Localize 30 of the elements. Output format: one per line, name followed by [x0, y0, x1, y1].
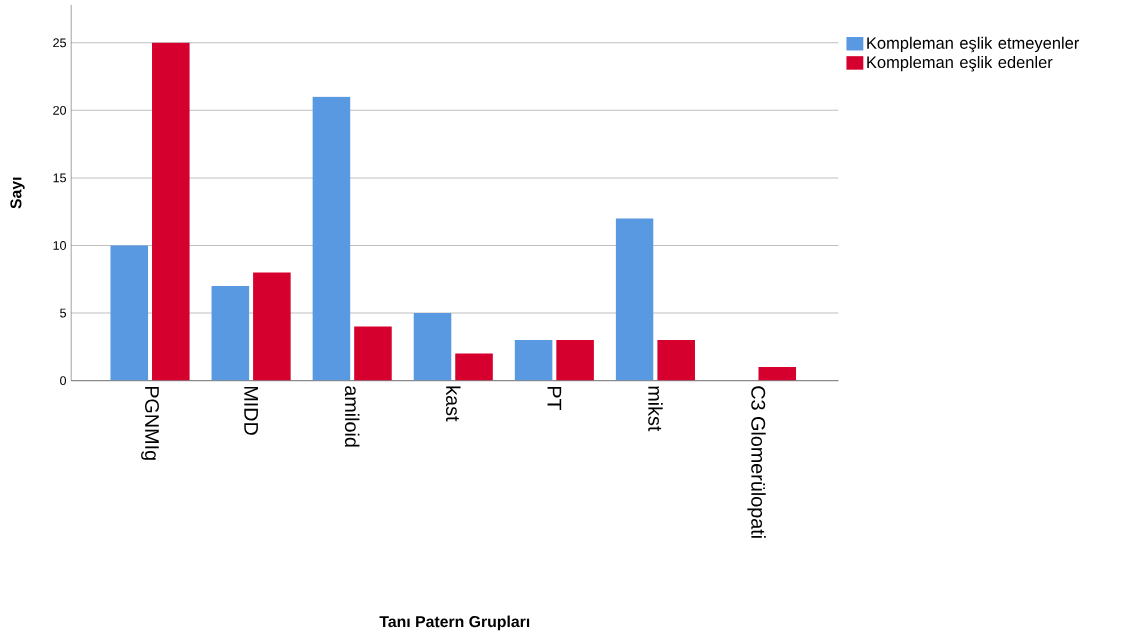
bar [514, 340, 553, 381]
x-tick-label: C3 Glomerülopati [747, 386, 766, 538]
bar [312, 96, 351, 381]
x-tick-label: PGNMIg [141, 387, 159, 460]
x-axis-title: Tanı Patern Grupları [379, 615, 530, 631]
bar [556, 340, 594, 381]
x-tick-label: MIDD [244, 387, 258, 436]
y-tick-label: 5 [60, 308, 67, 318]
bar [211, 286, 250, 381]
legend-label: Kompleman eşlik edenler [867, 56, 1053, 72]
x-tick-label: PT [547, 387, 562, 411]
y-tick-label: 15 [53, 173, 67, 183]
bar [110, 245, 149, 381]
x-tick-label: amiloid [344, 386, 360, 447]
x-tick-label: mikst [648, 386, 663, 432]
bar [455, 353, 493, 381]
x-tick-label: kast [446, 386, 461, 422]
y-tick-label: 10 [53, 241, 67, 251]
legend-label: Kompleman eşlik etmeyenler [867, 36, 1080, 53]
y-tick-label: 20 [53, 106, 67, 115]
y-tick-label: 25 [53, 38, 67, 48]
bar [413, 313, 452, 381]
bar [152, 42, 190, 381]
bar [758, 367, 797, 381]
bar [354, 326, 392, 381]
y-axis-title: Sayı [10, 177, 25, 209]
bar [615, 218, 654, 381]
y-tick-label: 0 [60, 376, 67, 386]
bar [657, 340, 695, 381]
bar [253, 272, 291, 381]
